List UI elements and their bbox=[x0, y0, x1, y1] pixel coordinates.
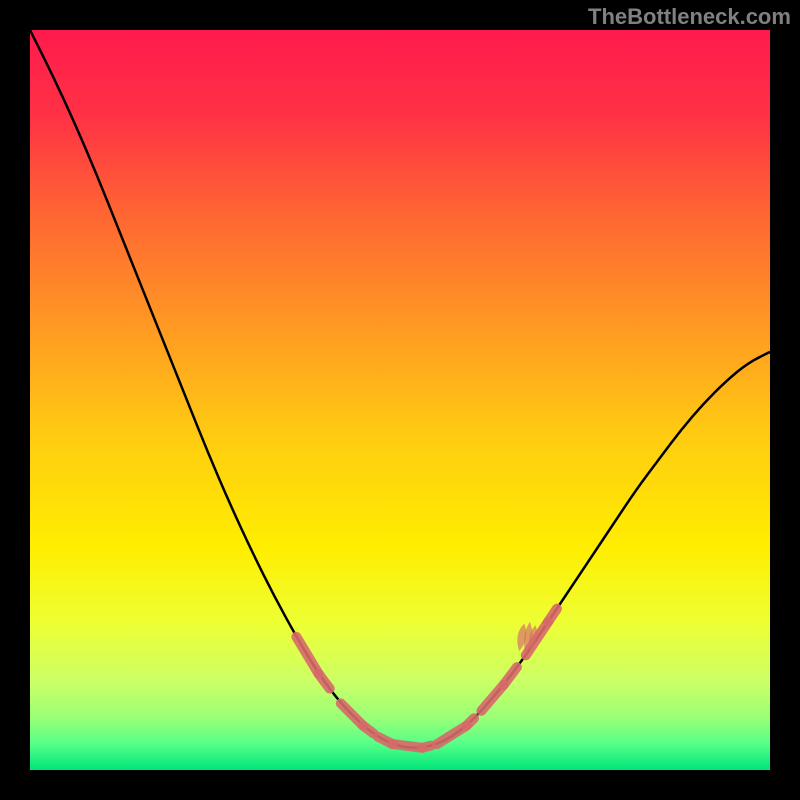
watermark-text: TheBottleneck.com bbox=[588, 4, 791, 30]
bottleneck-v-chart bbox=[0, 0, 800, 800]
plot-background bbox=[30, 30, 770, 770]
